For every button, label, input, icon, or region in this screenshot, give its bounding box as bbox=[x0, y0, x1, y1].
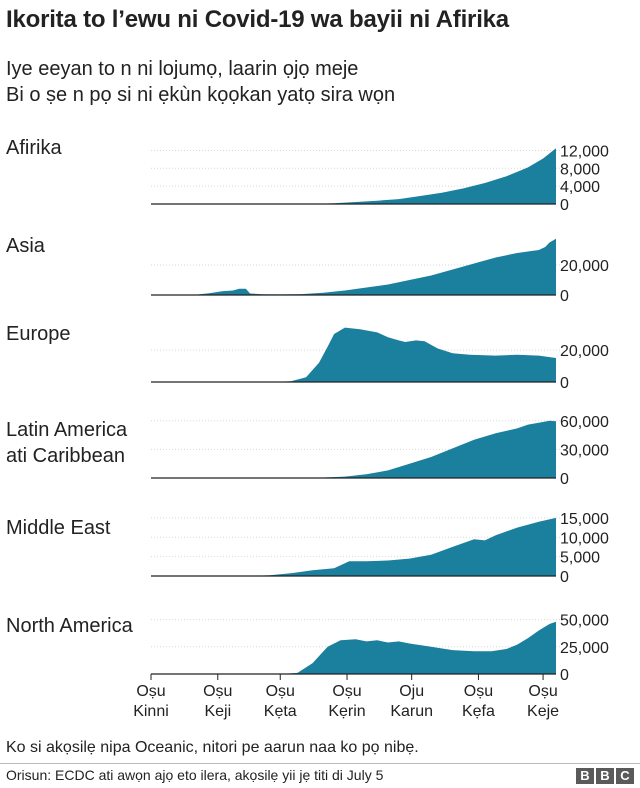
panel-4-area-series bbox=[151, 420, 556, 478]
panel-4-ytick-label-1: 0 bbox=[560, 471, 569, 488]
panel-2-ytick-label-1: 0 bbox=[560, 288, 569, 305]
x-tick-label-2-line-2: Keji bbox=[204, 703, 231, 720]
panel-5-region-label: Middle East bbox=[6, 517, 111, 539]
panel-5-ytick-label-1: 0 bbox=[560, 569, 569, 586]
x-tick-label-7-line-2: Keje bbox=[527, 703, 559, 720]
panel-4-region-label-line-1: Latin America bbox=[6, 419, 128, 441]
panel-3-area-series bbox=[151, 327, 556, 382]
small-multiples-area-chart: 04,0008,00012,000Afirika020,000Asia020,0… bbox=[6, 137, 609, 720]
panel-4-ytick-label-2: 30,000 bbox=[560, 442, 609, 459]
bbc-logo-letter-1: B bbox=[576, 768, 594, 784]
panel-1-region-label: Afirika bbox=[6, 137, 62, 159]
x-tick-label-3-line-2: Kẹta bbox=[264, 703, 297, 720]
x-tick-label-4-line-1: Oṣu bbox=[332, 683, 361, 700]
panel-2-ytick-label-2: 20,000 bbox=[560, 258, 609, 275]
x-tick-label-1-line-2: Kinni bbox=[133, 703, 169, 720]
panel-5-area-series bbox=[151, 517, 556, 576]
panel-6-region-label: North America bbox=[6, 615, 134, 637]
x-tick-label-6-line-1: Oṣu bbox=[464, 683, 493, 700]
panel-1-area-series bbox=[151, 148, 556, 204]
x-tick-label-3-line-1: Oṣu bbox=[266, 683, 295, 700]
footer-divider bbox=[0, 763, 640, 764]
panel-4-region-label-line-2: ati Caribbean bbox=[6, 445, 125, 467]
panel-5-ytick-label-2: 5,000 bbox=[560, 550, 600, 567]
footnote: Ko si akọsilẹ nipa Oceanic, nitori pe aa… bbox=[6, 739, 419, 756]
panel-1-ytick-label-2: 4,000 bbox=[560, 179, 600, 196]
x-tick-label-5-line-1: Oju bbox=[399, 683, 424, 700]
bbc-logo-letter-2: B bbox=[596, 768, 614, 784]
panel-2-region-label: Asia bbox=[6, 235, 46, 257]
panel-4-ytick-label-3: 60,000 bbox=[560, 414, 609, 431]
x-tick-label-7-line-1: Oṣu bbox=[528, 683, 557, 700]
panel-5-ytick-label-3: 10,000 bbox=[560, 530, 609, 547]
chart-title: Ikorita to l’ewu ni Covid-19 wa bayii ni… bbox=[6, 6, 509, 33]
panel-6-area-series bbox=[151, 621, 556, 674]
panel-6-ytick-label-2: 25,000 bbox=[560, 640, 609, 657]
panel-6-ytick-label-1: 0 bbox=[560, 667, 569, 684]
panel-6-ytick-label-3: 50,000 bbox=[560, 613, 609, 630]
panel-3-ytick-label-1: 0 bbox=[560, 375, 569, 392]
panel-3-region-label: Europe bbox=[6, 323, 71, 345]
panel-1-ytick-label-4: 12,000 bbox=[560, 143, 609, 160]
bbc-logo-letter-3: C bbox=[616, 768, 634, 784]
source-note: Orisun: ECDC ati awọn ajọ eto ilera, akọ… bbox=[6, 767, 384, 783]
chart-subtitle-line-1: Iye eeyan to n ni lojumọ, laarin ọjọ mej… bbox=[6, 58, 359, 80]
panel-2-area-series bbox=[151, 238, 556, 295]
panel-5-ytick-label-4: 15,000 bbox=[560, 511, 609, 528]
chart-subtitle-line-2: Bi o ṣe n pọ si ni ẹkùn kọọkan yatọ sira… bbox=[6, 84, 396, 106]
x-tick-label-1-line-1: Oṣu bbox=[136, 683, 165, 700]
panel-1-ytick-label-3: 8,000 bbox=[560, 161, 600, 178]
bbc-logo: B B C bbox=[576, 768, 634, 784]
x-tick-label-4-line-2: Kẹrin bbox=[328, 703, 365, 720]
panel-3-ytick-label-2: 20,000 bbox=[560, 343, 609, 360]
x-tick-label-5-line-2: Karun bbox=[390, 703, 433, 720]
x-tick-label-2-line-1: Oṣu bbox=[203, 683, 232, 700]
panel-1-ytick-label-1: 0 bbox=[560, 197, 569, 214]
x-tick-label-6-line-2: Kẹfa bbox=[462, 703, 495, 720]
